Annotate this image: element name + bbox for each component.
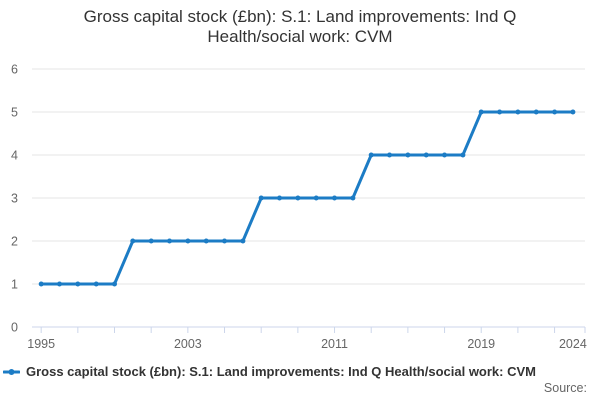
data-point[interactable] [93,281,99,287]
y-axis-label: 0 [11,321,18,335]
y-axis-label: 2 [11,235,18,249]
data-point[interactable] [222,238,227,244]
y-axis-label: 5 [11,106,18,120]
data-point[interactable] [332,195,337,201]
chart-title: Gross capital stock (£bn): S.1: Land imp… [0,7,600,47]
x-axis-label: 2019 [467,337,495,351]
x-axis-label: 1995 [27,337,55,351]
legend-line-marker-icon [3,368,20,375]
data-point[interactable] [552,109,558,115]
chart-title-line2: Health/social work: CVM [207,27,393,46]
y-axis-label: 6 [11,63,18,77]
y-axis-label: 3 [11,192,18,206]
data-point[interactable] [277,195,282,201]
data-point[interactable] [442,152,447,158]
data-point[interactable] [387,152,392,158]
data-point[interactable] [423,152,429,158]
data-point[interactable] [240,238,246,244]
data-point[interactable] [460,152,466,158]
data-point[interactable] [203,238,209,244]
data-point[interactable] [75,281,81,287]
data-point[interactable] [258,195,264,201]
data-point[interactable] [38,281,44,287]
data-point[interactable] [295,195,301,201]
x-axis-label: 2011 [321,337,348,351]
data-point[interactable] [478,109,484,115]
data-point[interactable] [533,109,539,115]
data-point[interactable] [497,109,503,115]
data-point[interactable] [57,281,62,287]
data-point[interactable] [350,195,356,201]
data-point[interactable] [130,238,136,244]
legend-item[interactable]: Gross capital stock (£bn): S.1: Land imp… [3,364,536,379]
legend-label: Gross capital stock (£bn): S.1: Land imp… [26,364,536,379]
data-point[interactable] [148,238,154,244]
x-axis-label: 2024 [559,337,587,351]
data-point[interactable] [167,238,172,244]
data-point[interactable] [185,238,191,244]
y-axis-label: 1 [11,278,18,292]
data-point[interactable] [570,109,576,115]
data-point[interactable] [313,195,319,201]
source-note: Source: [543,381,587,395]
x-axis-label: 2003 [174,337,202,351]
data-point[interactable] [515,109,521,115]
y-axis-label: 4 [11,149,18,163]
chart-title-line1: Gross capital stock (£bn): S.1: Land imp… [83,7,517,26]
data-point[interactable] [405,152,411,158]
series-line [39,110,575,286]
data-point[interactable] [112,281,117,287]
data-point[interactable] [368,152,374,158]
